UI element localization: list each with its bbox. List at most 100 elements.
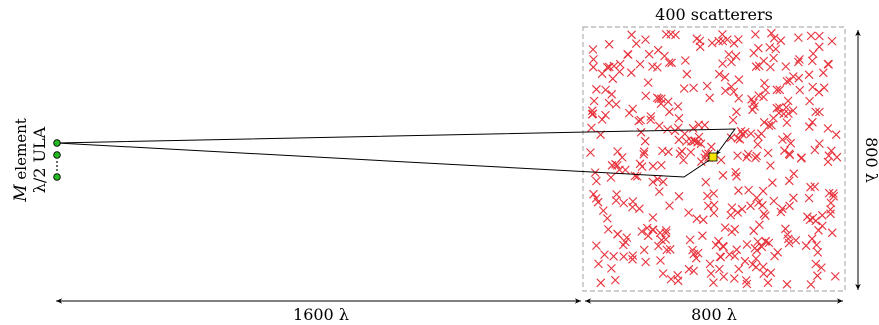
scatterer-mark: [788, 106, 798, 115]
scatterer-mark: [755, 220, 764, 230]
scatterer-mark: [666, 29, 676, 39]
scatterer-mark: [611, 100, 621, 109]
scatterer-mark: [815, 139, 824, 148]
scatterer-mark: [746, 129, 756, 138]
scatterer-mark: [742, 240, 752, 249]
scatterer-mark: [628, 202, 637, 212]
scatterer-mark: [603, 225, 613, 234]
scatterer-mark: [811, 259, 821, 269]
scatterer-mark: [667, 58, 676, 68]
scatterer-mark: [706, 269, 716, 278]
scatterer-mark: [784, 176, 794, 186]
scatterer-mark: [814, 31, 824, 41]
scatterer-mark: [682, 137, 691, 146]
scatterer-mark: [665, 107, 674, 117]
scatterer-mark: [804, 193, 814, 203]
scatterer-mark: [677, 146, 687, 156]
scatterer-mark: [592, 176, 601, 186]
scatterer-mark: [709, 189, 719, 198]
scatterer-mark: [806, 31, 816, 41]
scatterer-mark: [801, 241, 811, 251]
scatterer-mark: [689, 249, 699, 259]
array-ellipsis: [56, 161, 58, 171]
scatterer-mark: [654, 121, 664, 131]
scatterer-mark: [665, 201, 674, 210]
scatterer-mark: [604, 62, 614, 72]
scatterer-mark: [673, 102, 683, 111]
scatterer-mark: [593, 197, 603, 207]
scatterer-mark: [596, 278, 606, 288]
scatterer-mark: [749, 98, 758, 108]
scatterer-mark: [826, 146, 836, 156]
scatterer-mark: [752, 193, 762, 203]
scatterer-mark: [742, 152, 751, 162]
scatterer-mark: [806, 182, 815, 192]
scatterer-mark: [769, 196, 779, 206]
scatterer-mark: [674, 191, 684, 201]
scatterer-mark: [657, 235, 666, 245]
scatterer-mark: [761, 85, 770, 95]
scatterer-mark: [734, 94, 744, 103]
scatterer-mark: [658, 177, 668, 187]
scatterer-mark: [646, 112, 656, 121]
scatterer-mark: [828, 189, 838, 198]
scatterer-mark: [783, 96, 793, 106]
scatterer-mark: [648, 177, 658, 187]
scatterer-mark: [744, 185, 753, 195]
scatterer-mark: [782, 77, 792, 86]
scatterer-mark: [734, 35, 743, 44]
scatterer-mark: [604, 39, 614, 49]
scatterer-mark: [811, 107, 821, 117]
scatterer-mark: [603, 62, 612, 72]
scatterer-mark: [733, 133, 743, 143]
scatterer-mark: [740, 127, 750, 137]
scatterer-mark: [808, 117, 817, 127]
scatterer-mark: [709, 278, 718, 287]
scatterer-mark: [615, 67, 624, 76]
scatterer-mark: [795, 55, 804, 64]
scatterer-mark: [772, 85, 782, 95]
scatterer-mark: [662, 245, 672, 255]
scatterer-mark: [732, 107, 741, 117]
scatterer-mark: [808, 82, 818, 92]
scatterer-mark: [814, 42, 824, 52]
scatterer-mark: [679, 84, 689, 93]
scatterer-mark: [759, 269, 769, 279]
scatterer-mark: [607, 264, 616, 273]
scatterer-mark: [827, 36, 837, 46]
scatterer-mark: [682, 69, 692, 79]
scatterer-mark: [648, 225, 658, 235]
antenna-element: [53, 173, 61, 181]
scatterer-mark: [779, 109, 789, 119]
scatterer-mark: [587, 106, 597, 116]
scatterer-mark: [805, 96, 814, 106]
scatterer-mark: [804, 70, 814, 80]
scatterer-mark: [601, 85, 610, 95]
scatterer-mark: [707, 38, 717, 48]
scatterer-mark: [628, 254, 637, 264]
scatterer-mark: [763, 278, 773, 288]
scatterer-mark: [684, 264, 694, 274]
scatterer-mark: [630, 171, 640, 181]
scatterer-mark: [714, 69, 724, 79]
scatterer-mark: [700, 153, 710, 163]
scatterer-mark: [781, 103, 791, 112]
scatterer-mark: [714, 236, 723, 246]
scatterer-mark: [673, 270, 683, 280]
scatterer-mark: [639, 245, 649, 255]
scatterer-mark: [722, 35, 732, 44]
scatterer-mark: [803, 212, 812, 222]
scatterer-mark: [743, 149, 753, 159]
scatterer-mark: [759, 117, 769, 127]
scatterer-field: [586, 28, 842, 289]
scatterer-mark: [826, 209, 835, 219]
scatterer-mark: [751, 153, 760, 163]
scatterer-mark: [588, 45, 598, 54]
scatterer-mark: [765, 43, 775, 52]
scatterer-mark: [670, 126, 680, 136]
scatterer-mark: [663, 125, 672, 134]
scatterer-mark: [810, 145, 820, 155]
scatterer-mark: [764, 238, 774, 248]
scatterer-mark: [716, 252, 726, 262]
scatterer-mark: [794, 33, 803, 42]
